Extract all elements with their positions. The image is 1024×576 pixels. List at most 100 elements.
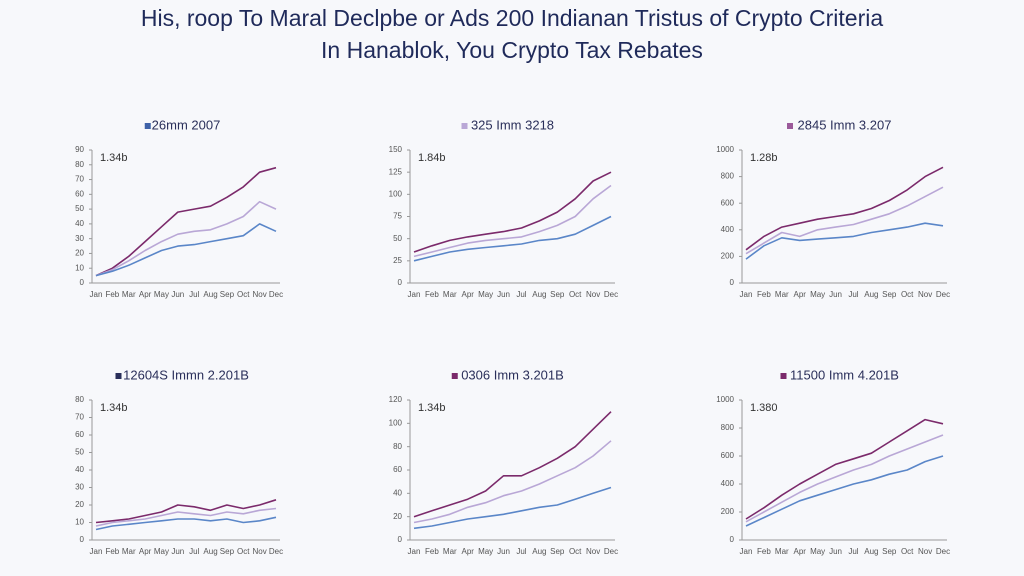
x-tick-label: Aug [864, 290, 878, 299]
x-tick-label: Nov [586, 547, 600, 556]
y-tick-label: 80 [393, 442, 402, 451]
x-tick-label: Aug [864, 547, 878, 556]
series-line [413, 215, 612, 262]
x-tick-label: Oct [569, 290, 582, 299]
x-tick-label: Jan [90, 290, 103, 299]
y-tick-label: 150 [389, 145, 403, 154]
y-tick-label: 60 [75, 430, 84, 439]
annotation: 1.84b [418, 152, 446, 164]
x-tick-label: Feb [757, 290, 771, 299]
y-tick-label: 600 [721, 198, 735, 207]
y-tick-label: 120 [389, 395, 403, 404]
series-line [745, 166, 944, 251]
y-tick-label: 50 [75, 204, 84, 213]
x-tick-label: Sep [220, 290, 235, 299]
series-line [413, 411, 612, 518]
y-tick-label: 400 [721, 479, 735, 488]
y-tick-label: 50 [393, 234, 402, 243]
x-tick-label: Jun [171, 290, 184, 299]
y-tick-label: 60 [393, 465, 402, 474]
x-tick-label: Mar [122, 547, 136, 556]
x-tick-label: Oct [569, 547, 582, 556]
legend-marker [115, 373, 122, 379]
annotation: 1.34b [100, 402, 128, 414]
x-tick-label: Sep [550, 547, 565, 556]
x-tick-label: Jul [848, 547, 858, 556]
chart-title: 325 Imm 3218 [471, 117, 554, 132]
x-tick-label: Apr [794, 290, 807, 299]
annotation: 1.380 [750, 402, 778, 414]
y-tick-label: 30 [75, 234, 84, 243]
x-tick-label: Nov [586, 290, 600, 299]
x-tick-label: Oct [237, 547, 250, 556]
y-tick-label: 60 [75, 189, 84, 198]
page-subtitle: In Hanablok, You Crypto Tax Rebates [321, 37, 703, 63]
x-tick-label: Sep [882, 290, 897, 299]
y-tick-label: 10 [75, 518, 84, 527]
series-line [413, 486, 612, 530]
legend-marker [144, 123, 151, 129]
x-tick-label: Apr [139, 290, 152, 299]
x-tick-label: Dec [269, 290, 283, 299]
x-tick-label: Feb [105, 290, 119, 299]
x-tick-label: May [478, 547, 493, 556]
x-tick-label: Mar [443, 547, 457, 556]
series-line [95, 200, 277, 277]
x-tick-label: Sep [882, 547, 897, 556]
series-line [413, 184, 612, 258]
x-tick-label: Sep [550, 290, 565, 299]
x-tick-label: Nov [253, 290, 267, 299]
x-tick-label: May [810, 547, 825, 556]
x-tick-label: Aug [203, 547, 217, 556]
x-tick-label: May [154, 547, 169, 556]
y-tick-label: 20 [75, 249, 84, 258]
series-line [95, 223, 277, 277]
y-tick-label: 20 [393, 512, 402, 521]
x-tick-label: Jun [171, 547, 184, 556]
legend-marker [461, 123, 468, 129]
y-tick-label: 0 [730, 535, 735, 544]
x-tick-label: Jun [829, 547, 842, 556]
x-tick-label: Jul [848, 290, 858, 299]
y-tick-label: 80 [75, 395, 84, 404]
y-tick-label: 25 [393, 256, 402, 265]
y-tick-label: 40 [75, 219, 84, 228]
series-line [745, 434, 944, 523]
x-tick-label: Apr [139, 547, 152, 556]
y-tick-label: 100 [389, 418, 403, 427]
x-tick-label: Jan [740, 547, 753, 556]
y-tick-label: 400 [721, 225, 735, 234]
chart-title: 26mm 2007 [152, 117, 221, 132]
x-tick-label: Aug [532, 290, 546, 299]
x-tick-label: Feb [757, 547, 771, 556]
y-tick-label: 100 [389, 189, 403, 198]
legend-marker [780, 373, 787, 379]
chart-title: 11500 Imm 4.201B [790, 367, 899, 382]
y-tick-label: 40 [75, 465, 84, 474]
y-tick-label: 30 [75, 483, 84, 492]
x-tick-label: Aug [203, 290, 217, 299]
x-tick-label: Jan [408, 290, 421, 299]
series-line [95, 516, 277, 531]
series-line [95, 507, 277, 527]
y-tick-label: 200 [721, 507, 735, 516]
y-tick-label: 0 [398, 535, 403, 544]
series-line [745, 455, 944, 527]
x-tick-label: Jan [90, 547, 103, 556]
x-tick-label: Mar [443, 290, 457, 299]
annotation: 1.28b [750, 152, 778, 164]
x-tick-label: Mar [122, 290, 136, 299]
page-title: His, roop To Maral Declpbe or Ads 200 In… [141, 5, 884, 31]
series-line [413, 440, 612, 524]
y-tick-label: 0 [80, 278, 85, 287]
x-tick-label: Nov [918, 290, 932, 299]
y-tick-label: 0 [730, 278, 735, 287]
x-tick-label: Jun [497, 290, 510, 299]
y-tick-label: 90 [75, 145, 84, 154]
y-tick-label: 1000 [716, 395, 734, 404]
chart-title: 12604S Immn 2.201B [123, 367, 249, 382]
annotation: 1.34b [418, 402, 446, 414]
x-tick-label: Apr [462, 290, 475, 299]
y-tick-label: 125 [389, 167, 403, 176]
x-tick-label: May [478, 290, 493, 299]
